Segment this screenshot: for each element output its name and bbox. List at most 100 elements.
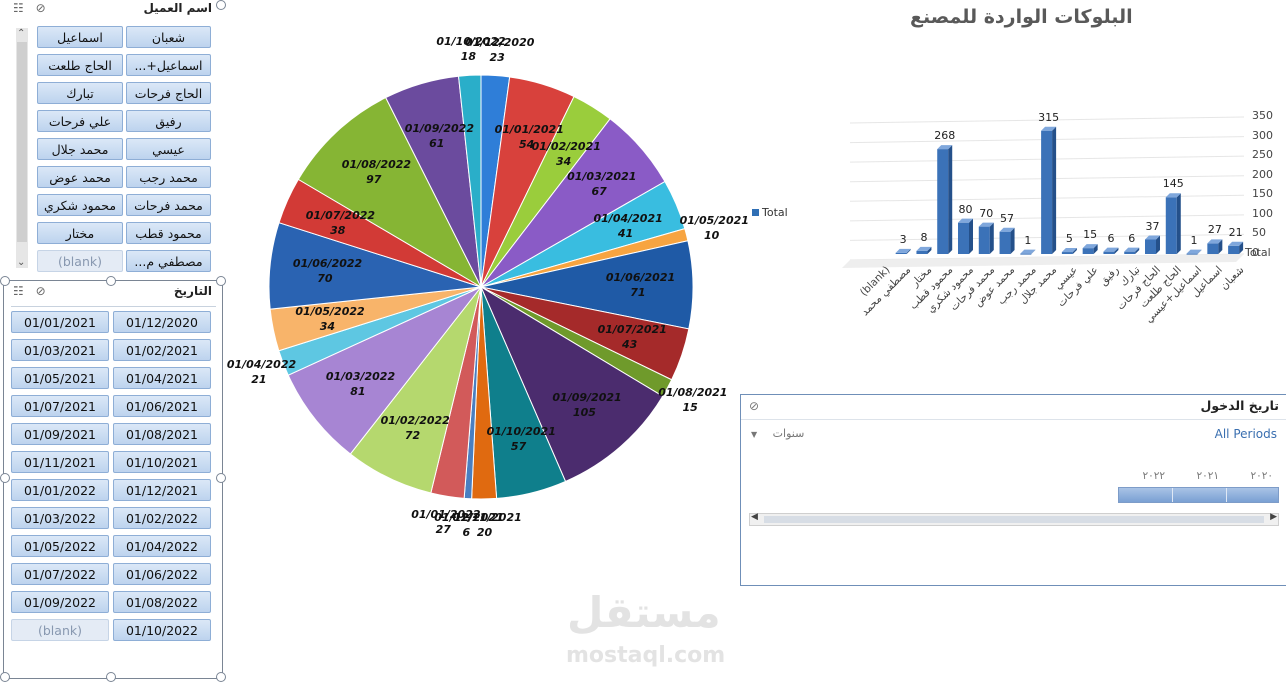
date-slicer-item[interactable]: 01/10/2021	[113, 451, 211, 473]
multi-select-icon[interactable]: ☷	[13, 1, 24, 15]
bar[interactable]	[916, 250, 928, 254]
customer-slicer-item[interactable]: رفيق	[126, 110, 211, 132]
bar[interactable]	[1186, 253, 1198, 255]
resize-handle[interactable]	[106, 672, 116, 682]
date-slicer-item[interactable]: 01/02/2021	[113, 339, 211, 361]
resize-handle[interactable]	[216, 0, 226, 10]
bar-top	[1082, 244, 1098, 249]
date-slicer-item[interactable]: 01/07/2021	[11, 395, 109, 417]
customer-slicer-scrollbar[interactable]: ⌃ ⌄	[16, 28, 28, 268]
customer-slicer-item[interactable]: اسماعيل	[37, 26, 123, 48]
date-slicer-item[interactable]: 01/06/2021	[113, 395, 211, 417]
scroll-up-icon[interactable]: ⌃	[17, 28, 26, 39]
bar[interactable]	[958, 222, 969, 254]
bar-value-label: 268	[934, 129, 956, 143]
date-slicer-item[interactable]: 01/01/2021	[11, 311, 109, 333]
watermark-logo: مستقل	[567, 588, 721, 637]
bar[interactable]	[1082, 248, 1094, 254]
date-slicer-item[interactable]: 01/04/2021	[113, 367, 211, 389]
date-slicer-item[interactable]: 01/06/2022	[113, 563, 211, 585]
pie-slice[interactable]	[457, 74, 482, 288]
bar[interactable]	[1228, 245, 1240, 254]
date-slicer-item[interactable]: 01/05/2022	[11, 535, 109, 557]
bar[interactable]	[1103, 251, 1115, 254]
bar-value-label: 315	[1038, 110, 1060, 124]
customer-slicer-item[interactable]: محمد جلال	[37, 138, 123, 160]
legend-swatch	[752, 209, 759, 216]
date-slicer-item[interactable]: (blank)	[11, 619, 109, 641]
scroll-thumb[interactable]	[17, 42, 27, 242]
multi-select-icon[interactable]: ☷	[13, 284, 24, 298]
clear-filter-icon[interactable]: ⊘	[35, 284, 46, 298]
timeline-period-bar[interactable]	[1118, 487, 1279, 503]
timeline-scrollbar[interactable]: ◀ ▶	[749, 512, 1279, 526]
date-slicer-item[interactable]: 01/09/2022	[11, 591, 109, 613]
date-slicer-item[interactable]: 01/12/2020	[113, 311, 211, 333]
scroll-right-icon[interactable]: ▶	[1270, 512, 1277, 522]
customer-slicer-item[interactable]: علي فرحات	[37, 110, 123, 132]
timeline-level-dropdown[interactable]: ▼ سنوات	[751, 427, 804, 440]
resize-handle[interactable]	[0, 672, 10, 682]
legend-label: Total	[762, 206, 788, 219]
customer-slicer-item[interactable]: الحاج طلعت	[37, 54, 123, 76]
pie-slice-value: 57	[510, 440, 527, 454]
resize-handle[interactable]	[216, 276, 226, 286]
bar-value-label: 1	[1024, 233, 1032, 247]
clear-filter-icon[interactable]: ⊘	[35, 1, 46, 15]
customer-slicer-item[interactable]: عيسي	[126, 138, 211, 160]
date-slicer-item[interactable]: 01/05/2021	[11, 367, 109, 389]
bar[interactable]	[999, 231, 1011, 254]
pie-slice-value: 34	[319, 319, 336, 333]
customer-slicer-item[interactable]: مختار	[37, 222, 123, 244]
date-slicer-item[interactable]: 01/01/2022	[11, 479, 109, 501]
date-slicer-item[interactable]: 01/09/2021	[11, 423, 109, 445]
date-slicer-item[interactable]: 01/10/2022	[113, 619, 211, 641]
resize-handle[interactable]	[216, 672, 226, 682]
resize-handle[interactable]	[0, 276, 10, 286]
customer-slicer-item[interactable]: محمد رجب	[126, 166, 211, 188]
date-slicer-item[interactable]: 01/07/2022	[11, 563, 109, 585]
y-tick-label: 200	[1252, 167, 1273, 181]
customer-slicer-item[interactable]: (blank)	[37, 250, 123, 272]
customer-slicer-item[interactable]: شعبان	[126, 26, 211, 48]
bar-top	[1207, 239, 1223, 244]
date-slicer-item[interactable]: 01/04/2022	[113, 535, 211, 557]
date-slicer-item[interactable]: 01/03/2022	[11, 507, 109, 529]
customer-slicer-item[interactable]: محمد فرحات	[126, 194, 211, 216]
date-slicer-item[interactable]: 01/03/2021	[11, 339, 109, 361]
date-slicer-item[interactable]: 01/11/2021	[11, 451, 109, 473]
resize-handle[interactable]	[0, 473, 10, 483]
customer-slicer-item[interactable]: مصطفي م...	[126, 250, 211, 272]
pie-slice[interactable]	[480, 74, 511, 288]
resize-handle[interactable]	[106, 276, 116, 286]
bar[interactable]	[978, 226, 990, 254]
scroll-left-icon[interactable]: ◀	[751, 512, 758, 522]
bar[interactable]	[1124, 251, 1136, 254]
date-slicer-item[interactable]: 01/08/2022	[113, 591, 211, 613]
timeline-clear-icon[interactable]: ⊘	[749, 399, 760, 413]
pie-slice-value: 23	[489, 50, 505, 64]
pie-slice[interactable]	[480, 76, 575, 288]
all-periods-label[interactable]: All Periods	[1214, 427, 1277, 441]
pie-slice[interactable]	[471, 286, 498, 500]
bar[interactable]	[1020, 253, 1032, 255]
date-slicer-item[interactable]: 01/02/2022	[113, 507, 211, 529]
pie-slice-value: 38	[330, 223, 346, 237]
y-tick-label: 250	[1252, 148, 1273, 162]
pie-slice[interactable]	[430, 286, 482, 499]
scroll-down-icon[interactable]: ⌄	[17, 257, 26, 268]
pie-slice[interactable]	[463, 286, 482, 500]
bar[interactable]	[895, 252, 907, 254]
customer-slicer-item[interactable]: تبارك	[37, 82, 123, 104]
bar-top	[1165, 193, 1181, 198]
resize-handle[interactable]	[216, 473, 226, 483]
customer-slicer-item[interactable]: اسماعيل+...	[126, 54, 211, 76]
customer-slicer-item[interactable]: محمود قطب	[126, 222, 211, 244]
customer-slicer-item[interactable]: الحاج فرحات	[126, 82, 211, 104]
date-slicer-item[interactable]: 01/08/2021	[113, 423, 211, 445]
date-slicer-item[interactable]: 01/12/2021	[113, 479, 211, 501]
timeline-scroll-thumb[interactable]	[764, 516, 1264, 523]
bar[interactable]	[1061, 252, 1073, 254]
customer-slicer-item[interactable]: محمد عوض	[37, 166, 123, 188]
customer-slicer-item[interactable]: محمود شكري	[37, 194, 123, 216]
